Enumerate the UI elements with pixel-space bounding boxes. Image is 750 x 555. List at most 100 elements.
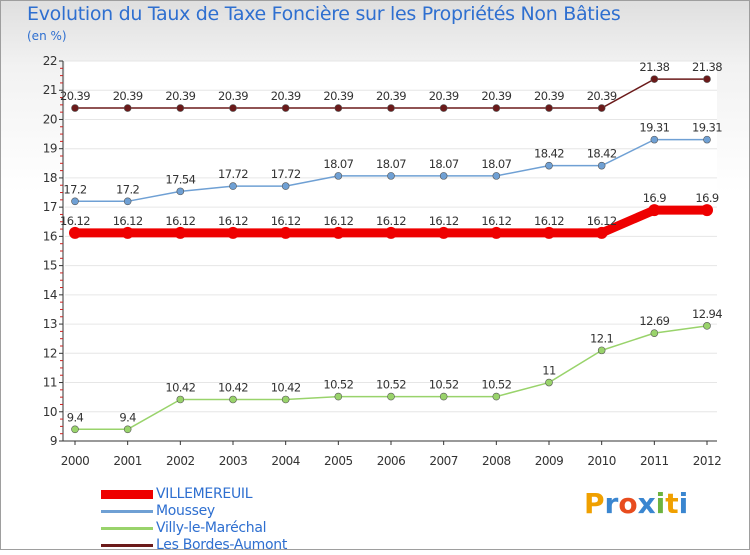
data-point xyxy=(492,392,501,401)
x-tick-label: 2011 xyxy=(640,454,669,468)
data-label: 17.72 xyxy=(218,167,248,181)
data-label: 20.39 xyxy=(60,89,90,103)
data-label: 10.42 xyxy=(165,380,195,394)
logo-letter: r xyxy=(604,487,619,520)
data-label: 10.42 xyxy=(218,380,248,394)
legend-swatch xyxy=(101,544,153,547)
data-label: 16.12 xyxy=(60,214,90,228)
y-tick-label: 17 xyxy=(43,200,57,214)
x-tick-label: 2003 xyxy=(219,454,248,468)
data-label: 16.12 xyxy=(113,214,143,228)
data-point xyxy=(437,226,450,239)
data-point xyxy=(597,104,606,112)
data-point xyxy=(385,226,397,239)
data-label: 21.38 xyxy=(639,60,669,74)
data-point xyxy=(281,104,290,112)
data-label: 18.07 xyxy=(323,157,353,171)
data-point xyxy=(334,392,343,401)
data-point xyxy=(703,75,711,83)
x-tick-label: 2006 xyxy=(377,454,406,468)
data-point xyxy=(387,104,395,112)
data-point xyxy=(71,425,79,434)
data-label: 20.39 xyxy=(534,89,564,103)
data-point xyxy=(121,226,134,239)
data-point xyxy=(176,104,185,112)
data-label: 20.39 xyxy=(113,89,143,103)
data-point xyxy=(439,392,448,401)
logo-letter: x xyxy=(637,487,656,520)
series-moussey: 17.2 17.2 17.54 17.72 17.72 18.07 18.07 18.07 18… xyxy=(63,121,723,206)
data-point xyxy=(174,226,187,239)
legend-label: Les Bordes-Aumont xyxy=(156,537,288,553)
data-label: 16.12 xyxy=(323,214,353,228)
logo-letter: i xyxy=(655,487,666,520)
data-point xyxy=(490,226,503,239)
y-tick-label: 10 xyxy=(43,405,57,419)
data-point xyxy=(71,104,79,112)
data-point xyxy=(229,182,237,190)
x-tick-label: 2009 xyxy=(535,454,564,468)
data-label: 16.12 xyxy=(481,214,511,228)
data-point xyxy=(123,197,132,206)
data-label: 18.42 xyxy=(587,147,617,161)
data-point xyxy=(176,395,185,404)
data-label: 17.2 xyxy=(63,182,86,196)
logo-letter: P xyxy=(584,487,605,520)
data-point xyxy=(332,226,345,239)
data-label: 16.12 xyxy=(534,214,564,228)
series-villy-le-mar-chal: 9.4 9.4 10.42 10.42 10.42 10.52 10.52 10.52 10.5… xyxy=(67,307,723,434)
data-point xyxy=(71,197,79,206)
data-label: 20.39 xyxy=(429,89,459,103)
data-label: 12.69 xyxy=(639,314,669,328)
chart-title: Evolution du Taux de Taxe Foncière sur l… xyxy=(27,3,621,25)
data-point xyxy=(492,172,501,180)
y-tick-label: 16 xyxy=(43,229,57,243)
data-label: 10.42 xyxy=(271,380,301,394)
data-label: 20.39 xyxy=(481,89,511,103)
x-tick-label: 2001 xyxy=(113,454,142,468)
data-point xyxy=(597,161,606,170)
data-label: 9.4 xyxy=(119,410,136,424)
data-point xyxy=(545,104,553,112)
data-label: 20.39 xyxy=(218,89,248,103)
data-label: 21.38 xyxy=(692,60,722,74)
data-point xyxy=(545,378,553,387)
data-label: 17.54 xyxy=(165,172,195,186)
data-label: 16.9 xyxy=(695,191,718,205)
data-point xyxy=(439,172,448,180)
data-point xyxy=(279,226,292,239)
data-label: 9.4 xyxy=(67,410,84,424)
data-point xyxy=(650,329,659,337)
data-label: 20.39 xyxy=(376,89,406,103)
data-label: 19.31 xyxy=(692,121,722,135)
data-label: 19.31 xyxy=(639,121,669,135)
data-point xyxy=(281,182,290,190)
logo-letter: o xyxy=(618,487,638,520)
data-label: 16.12 xyxy=(429,214,459,228)
data-point xyxy=(227,226,239,239)
y-tick-label: 9 xyxy=(50,434,57,448)
data-point xyxy=(123,425,132,434)
y-tick-label: 20 xyxy=(43,112,57,126)
data-point xyxy=(703,322,711,330)
data-label: 20.39 xyxy=(587,89,617,103)
data-label: 16.12 xyxy=(271,214,301,228)
data-label: 16.12 xyxy=(165,214,195,228)
data-label: 20.39 xyxy=(271,89,301,103)
y-tick-label: 19 xyxy=(43,142,57,156)
data-label: 17.2 xyxy=(116,182,139,196)
y-tick-label: 12 xyxy=(43,346,57,360)
data-point xyxy=(334,104,343,112)
data-point xyxy=(123,104,132,112)
x-tick-label: 2012 xyxy=(693,454,722,468)
data-point xyxy=(229,104,237,112)
data-point xyxy=(597,346,606,355)
data-label: 20.39 xyxy=(323,89,353,103)
y-tick-label: 14 xyxy=(43,288,57,302)
data-point xyxy=(543,226,555,239)
data-point xyxy=(701,204,713,217)
series-villemereuil: 16.12 16.12 16.12 16.12 16.12 16.12 16.12 16.12… xyxy=(60,191,719,239)
data-label: 18.07 xyxy=(481,157,511,171)
data-label: 18.07 xyxy=(429,157,459,171)
